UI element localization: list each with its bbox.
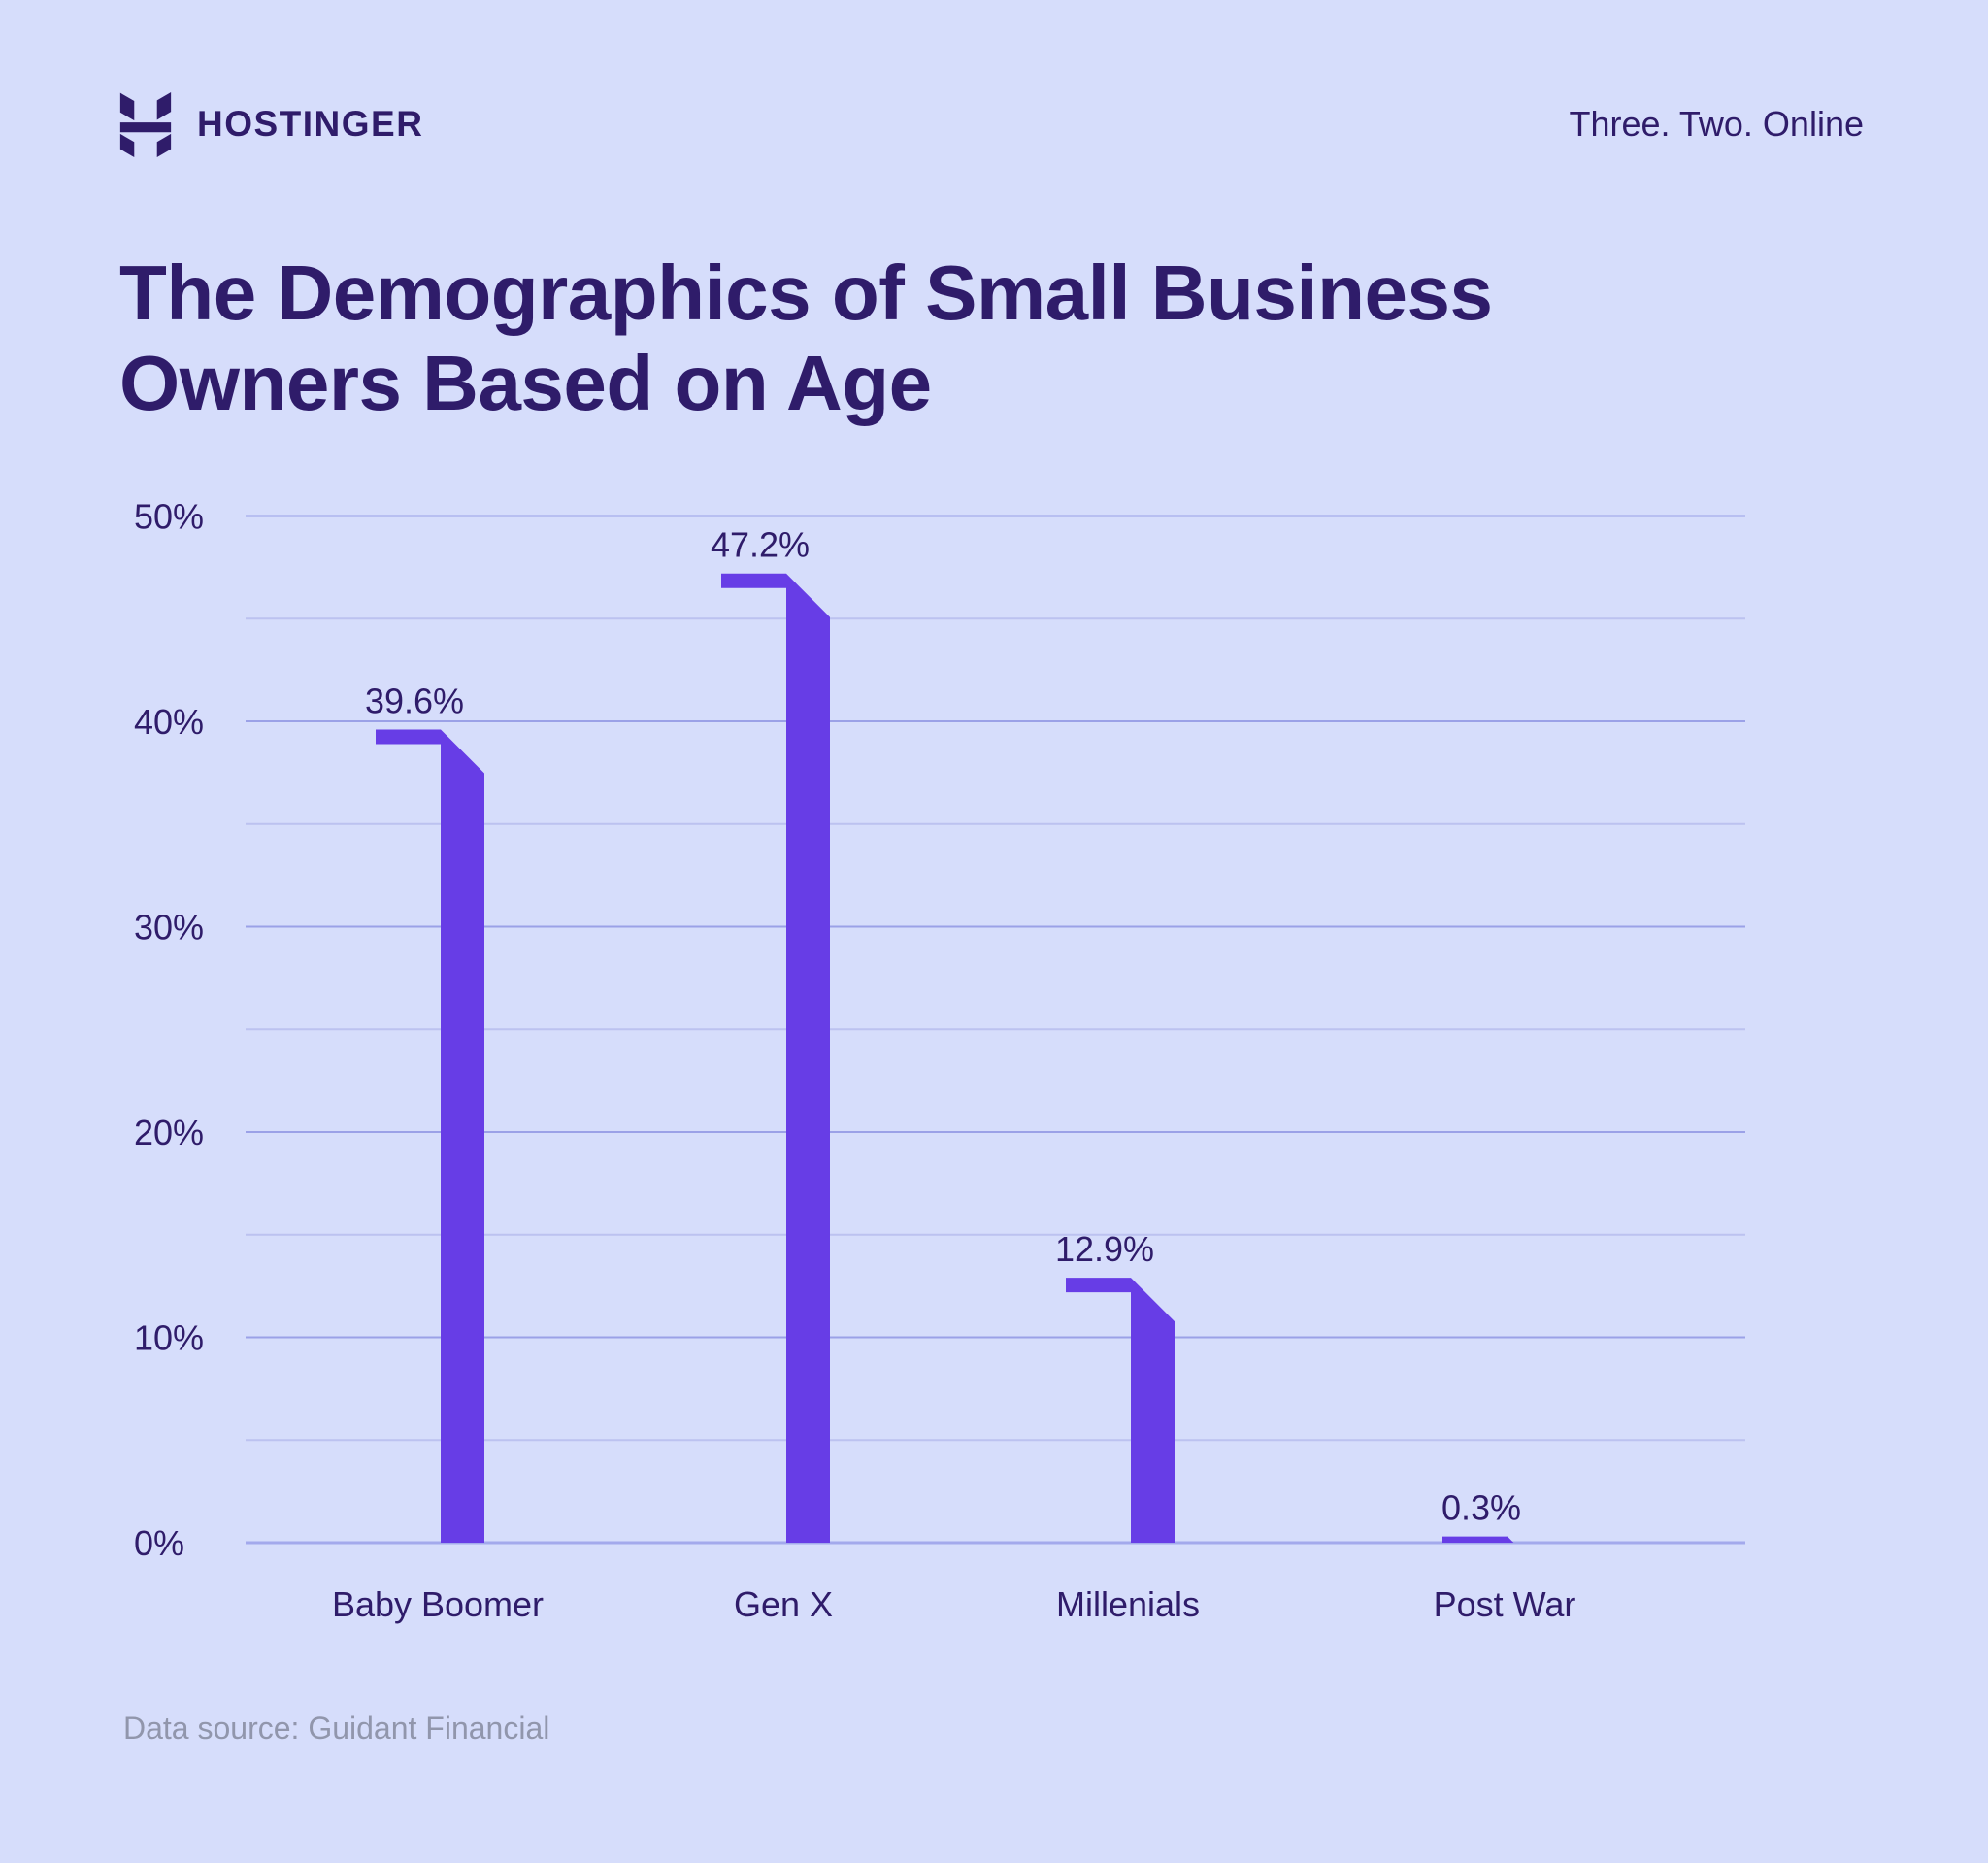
y-tick-label-10-: 10%	[134, 1318, 204, 1358]
data-source-note: Data source: Guidant Financial	[123, 1711, 550, 1746]
value-label-millenials: 12.9%	[1055, 1229, 1154, 1269]
y-tick-label-50-: 50%	[134, 497, 204, 537]
x-category-label-baby-boomer: Baby Boomer	[332, 1584, 544, 1624]
value-label-baby-boomer: 39.6%	[365, 681, 464, 720]
hostinger-h-logo-icon	[119, 91, 172, 157]
bar-millenials	[1066, 1278, 1175, 1543]
bar-baby-boomer	[376, 729, 484, 1543]
brand-name: HOSTINGER	[197, 104, 424, 144]
page-title: The Demographics of Small Business Owner…	[119, 250, 1493, 426]
page-header: HOSTINGER Three. Two. Online	[119, 87, 1864, 161]
y-tick-label-0-: 0%	[134, 1523, 184, 1563]
value-label-post-war: 0.3%	[1441, 1488, 1521, 1528]
x-category-label-post-war: Post War	[1434, 1584, 1576, 1624]
y-tick-label-20-: 20%	[134, 1113, 204, 1152]
bar-gen-x	[721, 573, 830, 1543]
value-label-gen-x: 47.2%	[711, 525, 810, 565]
brand-lockup: HOSTINGER	[119, 91, 424, 157]
brand-tagline: Three. Two. Online	[1569, 104, 1865, 144]
y-tick-label-30-: 30%	[134, 908, 204, 948]
y-tick-label-40-: 40%	[134, 702, 204, 742]
x-category-label-millenials: Millenials	[1056, 1584, 1200, 1624]
x-category-label-gen-x: Gen X	[734, 1584, 833, 1624]
bar-post-war	[1442, 1536, 1514, 1543]
